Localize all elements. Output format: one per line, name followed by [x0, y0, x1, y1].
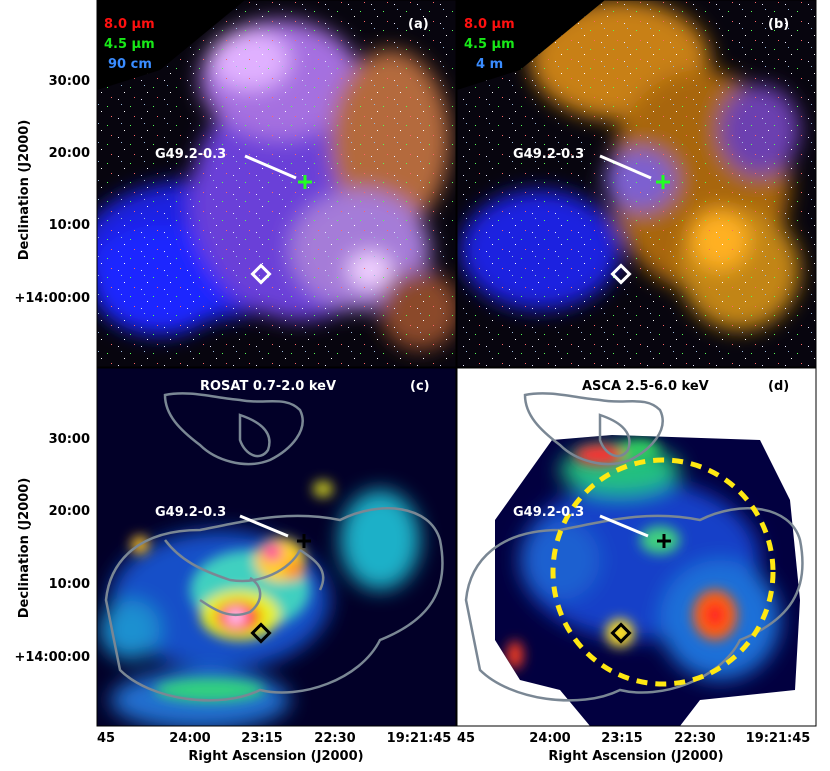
legend-b-2: 4 m — [476, 57, 503, 72]
xlabel-right: Right Ascension (J2000) — [548, 749, 723, 764]
xtick-left-3: 22:30 — [314, 731, 355, 746]
source-label-d: G49.2-0.3 — [513, 505, 584, 520]
panel-frames — [96, 0, 817, 727]
xtick-right-1: 24:00 — [529, 731, 570, 746]
legend-b-0: 8.0 μm — [464, 17, 515, 32]
panel-c-title: ROSAT 0.7-2.0 keV — [200, 379, 336, 394]
ytick-top-3: +14:00:00 — [14, 291, 90, 306]
ir-cross-a — [298, 175, 312, 189]
no-data-region — [97, 0, 245, 90]
pointer-line-b — [599, 154, 652, 180]
legend-b-1: 4.5 μm — [464, 37, 515, 52]
panel-d-title: ASCA 2.5-6.0 keV — [582, 379, 709, 394]
panel-a-tag: (a) — [408, 17, 429, 32]
ytick-bottom-1: 20:00 — [49, 504, 90, 519]
diamond-marker-b — [610, 263, 632, 285]
diamond-marker-d — [610, 622, 632, 644]
ytick-bottom-3: +14:00:00 — [14, 650, 90, 665]
xlabel-left: Right Ascension (J2000) — [188, 749, 363, 764]
ytick-bottom-2: 10:00 — [49, 577, 90, 592]
ytick-bottom-0: 30:00 — [49, 432, 90, 447]
panel-a: 8.0 μm 4.5 μm 90 cm (a) G49.2-0.3 — [97, 0, 456, 367]
pointer-line-a — [244, 154, 297, 180]
legend-a-1: 4.5 μm — [104, 37, 155, 52]
ir-cross-b — [656, 175, 670, 189]
xtick-right-4: 19:21:45 — [746, 731, 811, 746]
xtick-left-2: 23:15 — [241, 731, 282, 746]
no-data-region-b — [457, 0, 605, 90]
ir-cross-d — [657, 534, 671, 548]
ytick-top-0: 30:00 — [49, 74, 90, 89]
panel-b: 8.0 μm 4.5 μm 4 m (b) G49.2-0.3 — [457, 0, 816, 367]
xtick-left-4: 19:21:45 — [387, 731, 452, 746]
ytick-top-1: 20:00 — [49, 146, 90, 161]
xtick-right-2: 23:15 — [601, 731, 642, 746]
radio-contours-c — [104, 392, 444, 702]
ylabel-top: Declination (J2000) — [17, 120, 32, 261]
panel-d: ASCA 2.5-6.0 keV (d) G49.2-0.3 — [457, 368, 816, 726]
ytick-top-2: 10:00 — [49, 218, 90, 233]
xtick-right-3: 22:30 — [674, 731, 715, 746]
diamond-marker-a — [250, 263, 272, 285]
diamond-marker-c — [250, 622, 272, 644]
xtick-left-0: 45 — [97, 731, 115, 746]
source-label-a: G49.2-0.3 — [155, 147, 226, 162]
panel-b-tag: (b) — [768, 17, 789, 32]
source-label-b: G49.2-0.3 — [513, 147, 584, 162]
ylabel-bottom: Declination (J2000) — [17, 478, 32, 619]
panel-c: ROSAT 0.7-2.0 keV (c) G49.2-0.3 — [97, 368, 456, 726]
xtick-right-0: 45 — [457, 731, 475, 746]
pointer-line-c — [239, 514, 289, 538]
legend-a-0: 8.0 μm — [104, 17, 155, 32]
source-label-c: G49.2-0.3 — [155, 505, 226, 520]
dashed-circle — [550, 457, 776, 687]
pointer-line-d — [599, 514, 649, 538]
panel-c-tag: (c) — [410, 379, 430, 394]
panel-d-tag: (d) — [768, 379, 789, 394]
ir-cross-c — [297, 534, 311, 548]
radio-contours-d — [464, 392, 804, 702]
xtick-left-1: 24:00 — [169, 731, 210, 746]
legend-a-2: 90 cm — [108, 57, 152, 72]
